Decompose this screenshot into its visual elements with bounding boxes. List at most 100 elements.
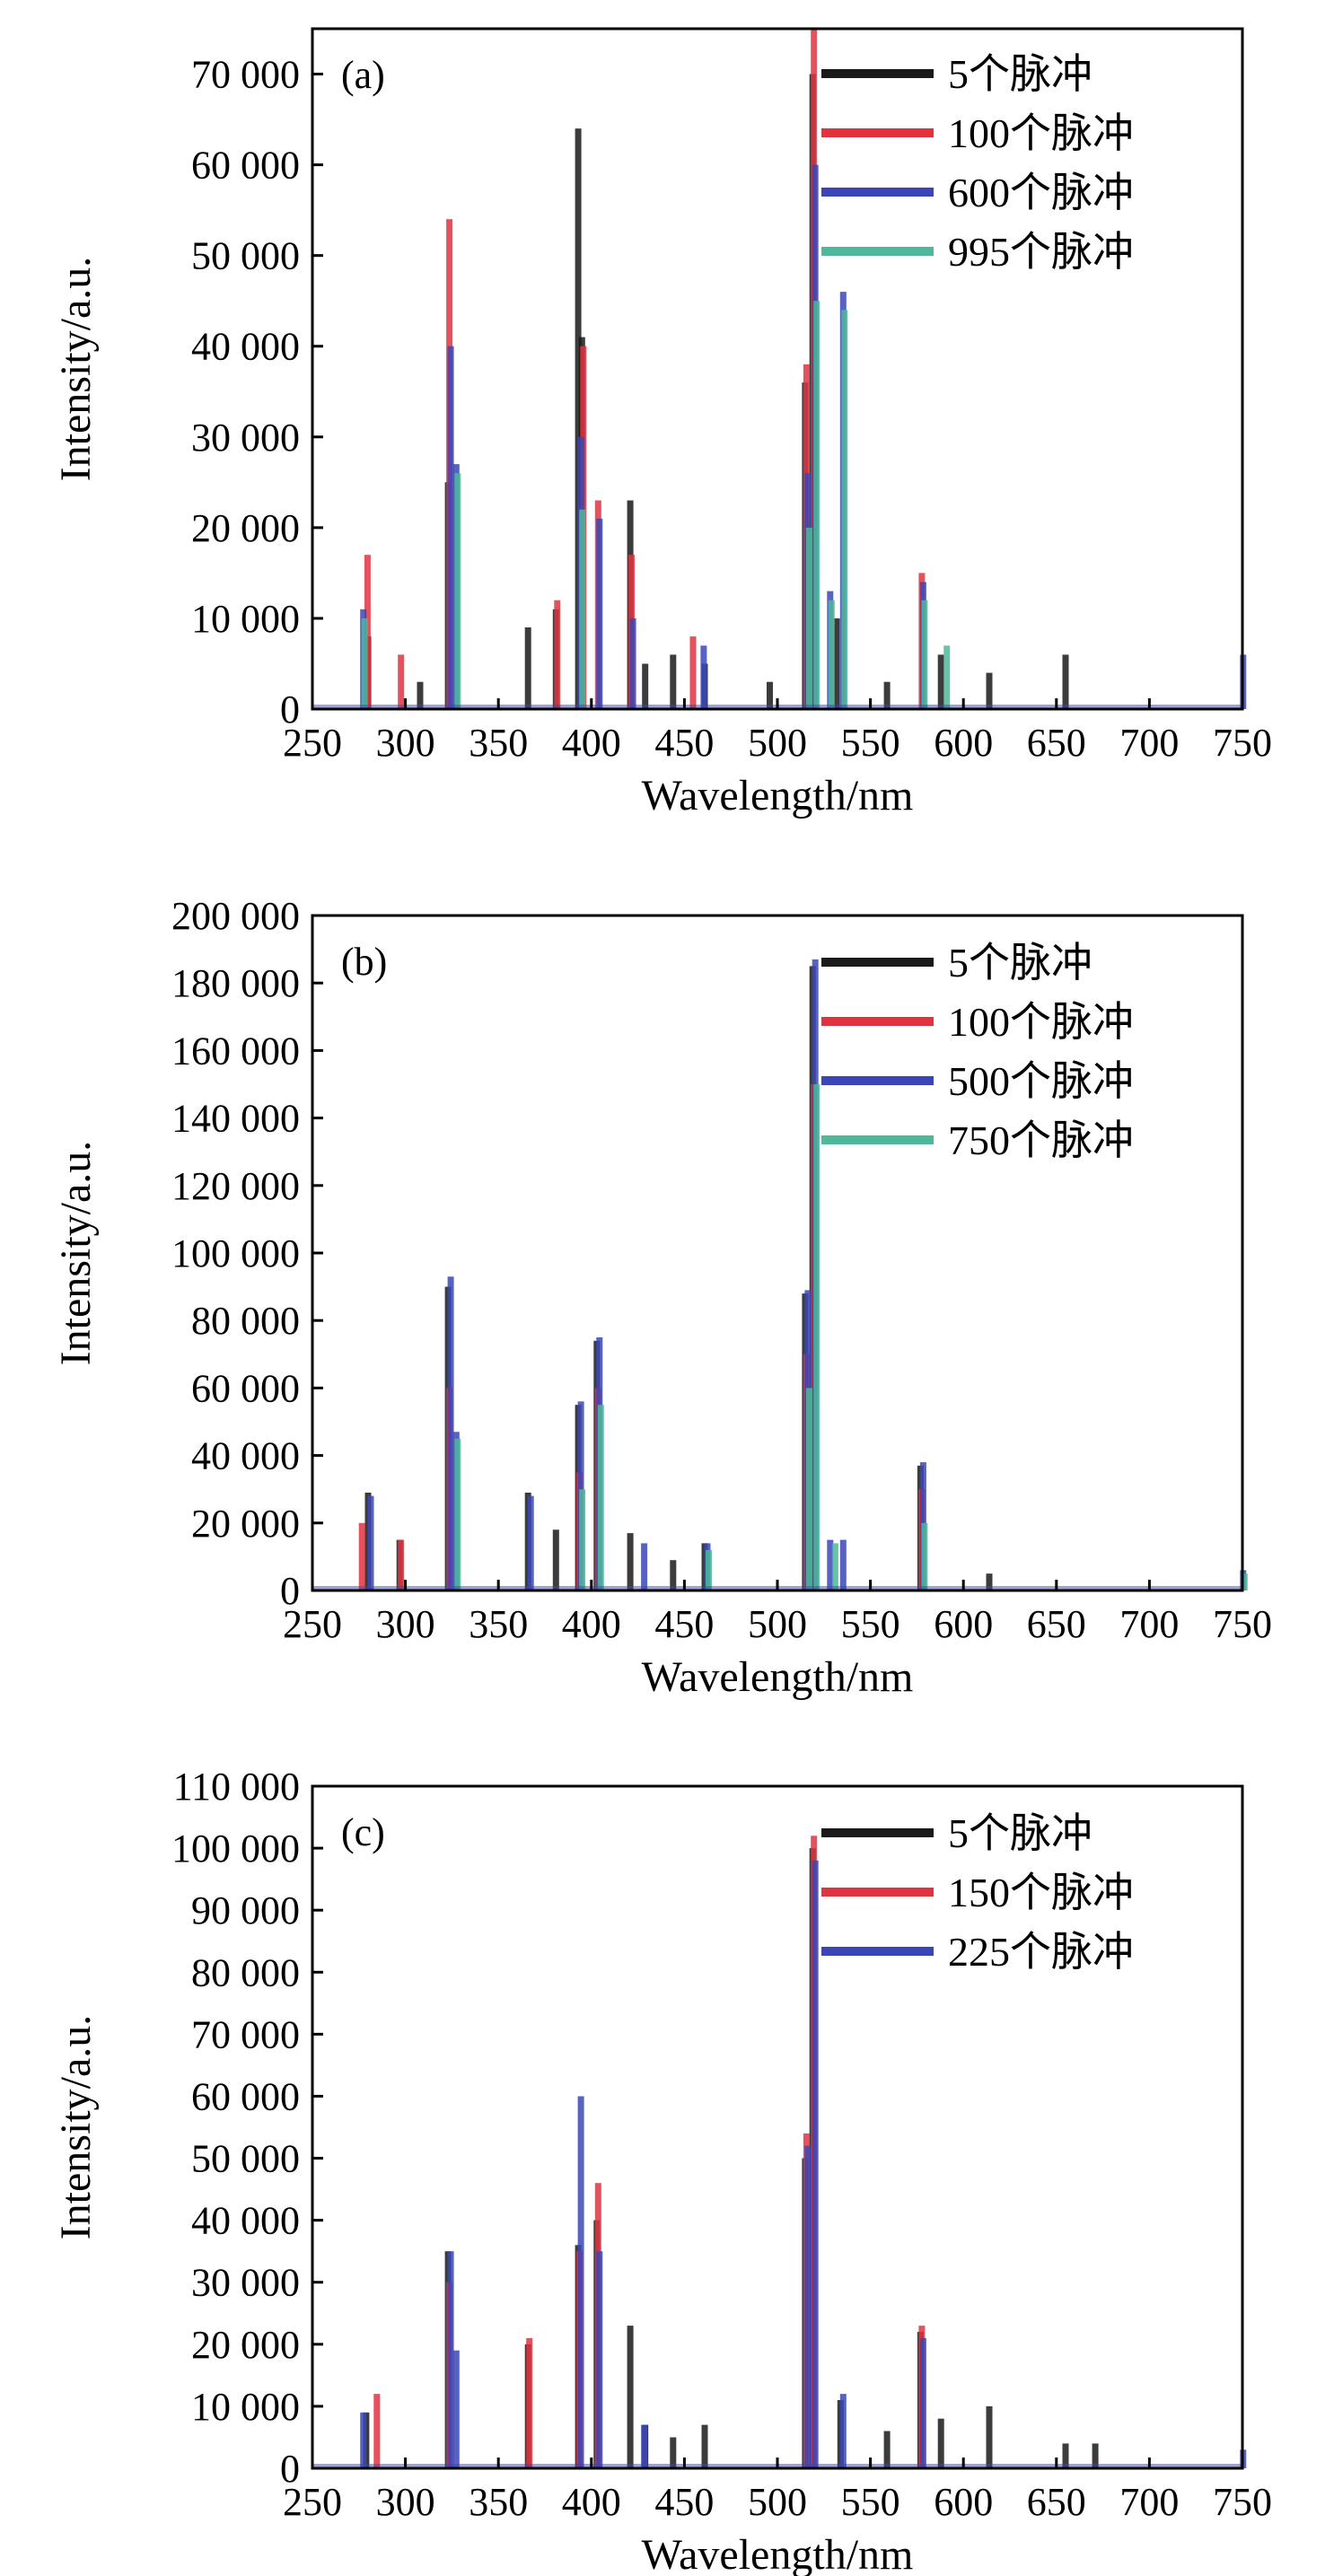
y-tick-label: 60 000 xyxy=(191,1366,300,1410)
x-tick-label: 450 xyxy=(654,2480,714,2524)
spectrum-bar-2-2 xyxy=(398,654,405,709)
y-tick-label: 70 000 xyxy=(191,53,300,97)
legend-label: 500个脉冲 xyxy=(948,1058,1134,1104)
panel-label: (b) xyxy=(341,940,387,984)
panel-label: (a) xyxy=(341,53,385,97)
y-tick-label: 70 000 xyxy=(191,2012,300,2056)
spectrum-bar-1-10 xyxy=(670,654,677,709)
spectrum-bar-1-4 xyxy=(524,627,531,709)
x-tick-label: 350 xyxy=(469,1602,528,1646)
spectrum-bar-4-2 xyxy=(579,1489,586,1590)
y-axis-label: Intensity/a.u. xyxy=(52,1141,100,1366)
spectrum-bar-1-18 xyxy=(1092,2443,1099,2468)
y-tick-label: 200 000 xyxy=(171,894,300,938)
spectrum-bar-3-2 xyxy=(447,1276,454,1590)
y-tick-label: 140 000 xyxy=(171,1097,300,1141)
panel-label: (c) xyxy=(341,1810,385,1854)
x-tick-label: 550 xyxy=(841,2480,900,2524)
spectrum-bar-1-14 xyxy=(986,1573,993,1590)
x-tick-label: 400 xyxy=(562,2480,621,2524)
spectrum-bar-1-8 xyxy=(670,2437,677,2468)
x-tick-label: 300 xyxy=(376,721,435,765)
x-axis-label: Wavelength/nm xyxy=(642,1653,914,1701)
y-tick-label: 0 xyxy=(280,1569,300,1613)
y-tick-label: 30 000 xyxy=(191,416,300,460)
y-tick-label: 50 000 xyxy=(191,234,300,278)
legend-label: 100个脉冲 xyxy=(948,110,1134,156)
spectrum-bar-2-1 xyxy=(373,2394,381,2468)
spectrum-bars xyxy=(360,29,1247,710)
spectrum-bar-3-11 xyxy=(827,1539,834,1590)
spectrum-bar-3-4 xyxy=(577,2096,584,2468)
legend: 5个脉冲 150个脉冲 225个脉冲 xyxy=(821,1810,1134,1975)
y-tick-label: 40 000 xyxy=(191,325,300,369)
y-tick-label: 80 000 xyxy=(191,1950,300,1994)
spectrum-bars xyxy=(360,1836,1247,2468)
spectrum-bar-3-7 xyxy=(804,2145,812,2468)
spectrum-bar-4-3 xyxy=(597,1405,604,1590)
spectrum-bar-3-10 xyxy=(919,2337,926,2468)
spectrum-bar-3-8 xyxy=(812,1860,819,2468)
legend-label: 995个脉冲 xyxy=(948,229,1134,275)
spectrum-bar-3-2 xyxy=(447,346,454,709)
x-tick-label: 650 xyxy=(1027,1602,1086,1646)
legend-label: 5个脉冲 xyxy=(948,51,1092,97)
spectrum-bar-3-5 xyxy=(596,518,603,709)
x-tick-label: 300 xyxy=(376,1602,435,1646)
x-tick-label: 400 xyxy=(562,721,621,765)
x-tick-label: 300 xyxy=(376,2480,435,2524)
legend-label: 5个脉冲 xyxy=(948,940,1092,986)
y-tick-label: 20 000 xyxy=(191,2323,300,2367)
legend: 5个脉冲 100个脉冲 600个脉冲 995个脉冲 xyxy=(821,51,1134,275)
y-tick-label: 50 000 xyxy=(191,2137,300,2181)
spectrum-bar-4-5 xyxy=(813,301,820,709)
spectrum-bar-1-6 xyxy=(575,128,582,709)
spectrum-bar-1-12 xyxy=(767,681,773,709)
spectrum-bar-4-2 xyxy=(454,473,461,709)
y-axis-label: Intensity/a.u. xyxy=(52,2015,100,2240)
x-tick-label: 750 xyxy=(1213,1602,1272,1646)
spectrum-bar-1-9 xyxy=(642,663,649,709)
y-tick-label: 60 000 xyxy=(191,2074,300,2118)
y-tick-label: 100 000 xyxy=(171,1827,300,1871)
spectrum-bar-4-5 xyxy=(805,1388,812,1590)
spectrum-bars xyxy=(358,959,1248,1590)
spectrum-bar-3-2 xyxy=(447,2251,454,2468)
spectrum-bar-4-6 xyxy=(813,1084,820,1590)
x-axis-label: Wavelength/nm xyxy=(642,2531,914,2576)
x-tick-label: 750 xyxy=(1213,2480,1272,2524)
x-tick-label: 400 xyxy=(562,1602,621,1646)
spectrum-bar-2-8 xyxy=(689,636,697,709)
chart-panel-a: 250 300 350 400 450 500 550 600 650 700 750 0 10 000… xyxy=(0,0,1325,862)
spectrum-bar-1-19 xyxy=(1062,654,1069,709)
x-tick-label: 600 xyxy=(934,2480,993,2524)
y-tick-label: 30 000 xyxy=(191,2261,300,2305)
spectrum-bar-3-5 xyxy=(596,2251,603,2468)
chart-a-svg: 250 300 350 400 450 500 550 600 650 700 750 0 10 000… xyxy=(52,27,1272,819)
chart-c-svg: 250 300 350 400 450 500 550 600 650 700 750 0 10 000… xyxy=(52,1765,1272,2576)
y-tick-label: 10 000 xyxy=(191,2385,300,2429)
x-tick-label: 600 xyxy=(934,1602,993,1646)
y-tick-label: 60 000 xyxy=(191,144,300,188)
spectrum-bar-1-8 xyxy=(627,1533,634,1590)
y-tick-label: 0 xyxy=(280,688,300,732)
chart-b-svg: 250 300 350 400 450 500 550 600 650 700 750 0 20 000… xyxy=(52,894,1272,1701)
x-tick-label: 750 xyxy=(1213,721,1272,765)
spectrum-bar-4-8 xyxy=(921,1522,928,1590)
x-tick-label: 350 xyxy=(469,721,528,765)
y-tick-label: 40 000 xyxy=(191,1434,300,1478)
x-tick-label: 700 xyxy=(1119,1602,1179,1646)
spectrum-bar-4-7 xyxy=(831,1543,838,1590)
spectrum-bar-1-16 xyxy=(883,681,891,709)
spectrum-bar-4-9 xyxy=(943,645,951,709)
x-tick-label: 250 xyxy=(283,1602,342,1646)
legend-label: 5个脉冲 xyxy=(948,1810,1092,1856)
y-axis-label: Intensity/a.u. xyxy=(52,257,100,482)
spectrum-bar-1-18 xyxy=(986,672,993,709)
x-tick-label: 700 xyxy=(1119,2480,1179,2524)
spectrum-bar-3-4 xyxy=(527,1495,534,1590)
spectrum-bar-1-6 xyxy=(627,2326,634,2468)
spectrum-bar-3-1 xyxy=(360,2412,367,2468)
x-tick-label: 650 xyxy=(1027,2480,1086,2524)
spectrum-bar-2-3 xyxy=(526,2337,533,2468)
